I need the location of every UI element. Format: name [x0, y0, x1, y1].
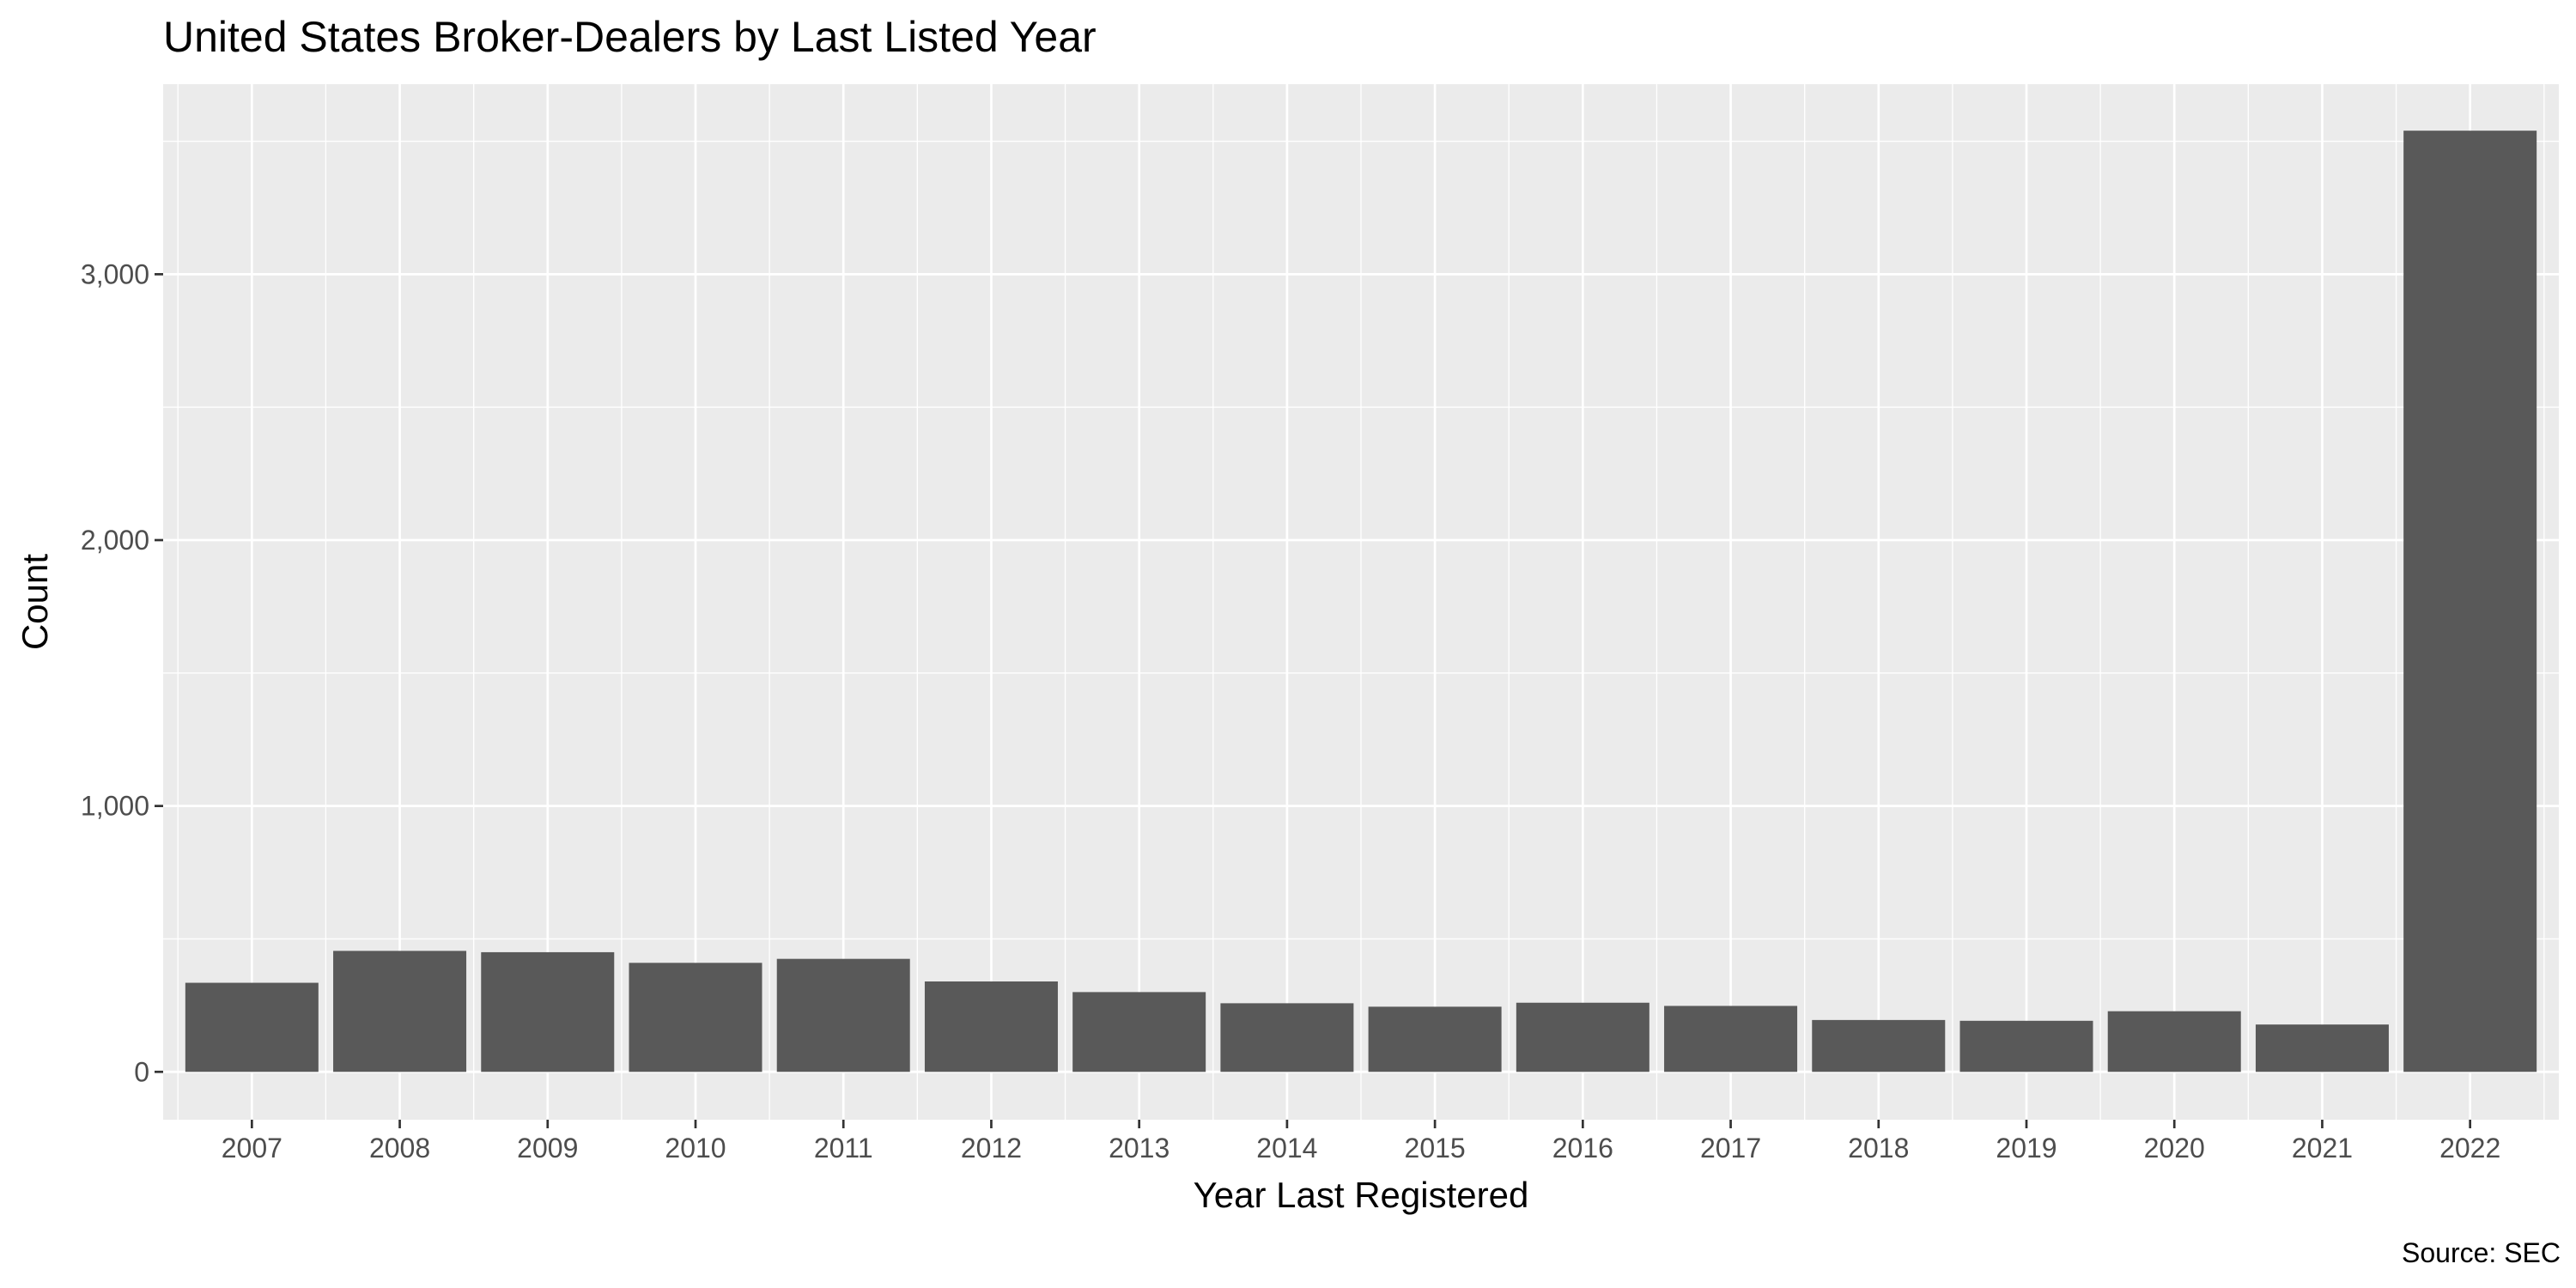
bar-2011 — [776, 958, 910, 1072]
caption: Source: SEC — [2402, 1237, 2561, 1268]
bar-2013 — [1072, 992, 1206, 1072]
x-tick-label: 2011 — [814, 1133, 873, 1163]
y-tick-label: 1,000 — [81, 791, 149, 822]
bar-2010 — [629, 963, 762, 1072]
x-tick-label: 2014 — [1256, 1133, 1317, 1163]
bar-2014 — [1220, 1003, 1354, 1072]
y-tick-label: 0 — [134, 1056, 149, 1087]
x-tick-label: 2009 — [517, 1133, 578, 1163]
bar-2012 — [924, 981, 1058, 1072]
x-tick-label: 2018 — [1848, 1133, 1909, 1163]
x-axis: 2007 2008 2009 2010 2011 2012 2013 2014 2015 2016… — [222, 1120, 2500, 1163]
bar-2015 — [1368, 1006, 1502, 1072]
x-tick-label: 2021 — [2292, 1133, 2353, 1163]
grid-minor — [163, 84, 2559, 1120]
x-axis-title: Year Last Registered — [1194, 1175, 1529, 1215]
x-tick-label: 2022 — [2439, 1133, 2500, 1163]
x-tick-label: 2008 — [369, 1133, 430, 1163]
x-tick-label: 2017 — [1700, 1133, 1761, 1163]
x-tick-label: 2012 — [961, 1133, 1022, 1163]
y-tick-label: 3,000 — [81, 258, 149, 289]
bar-2022 — [2403, 131, 2537, 1072]
bar-2020 — [2107, 1011, 2241, 1072]
grid-major — [163, 84, 2559, 1120]
bar-2017 — [1664, 1005, 1798, 1072]
bars — [185, 131, 2537, 1072]
x-tick-label: 2016 — [1552, 1133, 1613, 1163]
x-tick-label: 2019 — [1996, 1133, 2057, 1163]
bar-2016 — [1516, 1002, 1649, 1072]
y-axis: 0 1,000 2,000 3,000 — [81, 258, 163, 1087]
bar-2008 — [333, 951, 467, 1072]
bar-2007 — [185, 982, 319, 1072]
chart-title: United States Broker-Dealers by Last Lis… — [163, 13, 1097, 61]
x-tick-label: 2010 — [665, 1133, 726, 1163]
x-tick-label: 2020 — [2144, 1133, 2205, 1163]
x-tick-label: 2013 — [1109, 1133, 1170, 1163]
bar-2009 — [481, 951, 615, 1072]
x-tick-label: 2007 — [222, 1133, 283, 1163]
bar-2021 — [2255, 1024, 2389, 1072]
x-tick-label: 2015 — [1405, 1133, 1466, 1163]
y-tick-label: 2,000 — [81, 525, 149, 556]
y-axis-title: Count — [15, 554, 55, 650]
bar-2019 — [1959, 1020, 2093, 1072]
bar-2018 — [1812, 1019, 1946, 1072]
